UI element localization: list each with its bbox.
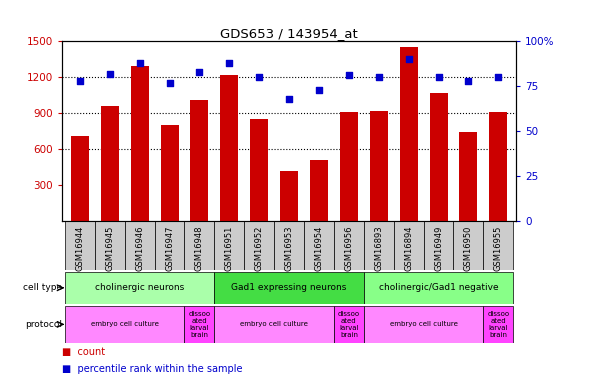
Bar: [280, 171, 298, 221]
Text: GSM16894: GSM16894: [404, 225, 413, 271]
Bar: [424, 221, 454, 270]
Text: GSM16949: GSM16949: [434, 225, 443, 270]
Text: embryo cell culture: embryo cell culture: [240, 321, 308, 327]
Point: [254, 74, 264, 80]
Bar: [191, 100, 208, 221]
Text: GSM16944: GSM16944: [76, 225, 84, 270]
Text: dissoo
ated
larval
brain: dissoo ated larval brain: [188, 311, 211, 338]
Text: GSM16946: GSM16946: [135, 225, 144, 271]
Text: ■  percentile rank within the sample: ■ percentile rank within the sample: [62, 364, 242, 374]
Text: dissoo
ated
larval
brain: dissoo ated larval brain: [338, 311, 360, 338]
Bar: [124, 221, 155, 270]
Text: GSM16945: GSM16945: [105, 225, 114, 270]
Point: [135, 60, 145, 66]
Bar: [71, 136, 89, 221]
Bar: [65, 221, 95, 270]
Text: embryo cell culture: embryo cell culture: [389, 321, 457, 327]
Bar: [155, 221, 185, 270]
Bar: [483, 221, 513, 270]
Bar: [220, 75, 238, 221]
Bar: [304, 221, 334, 270]
Point: [404, 56, 414, 62]
Point: [374, 74, 384, 80]
Bar: [364, 272, 513, 304]
Bar: [364, 306, 483, 343]
Point: [314, 87, 324, 93]
Title: GDS653 / 143954_at: GDS653 / 143954_at: [220, 27, 358, 40]
Bar: [101, 106, 119, 221]
Text: GSM16951: GSM16951: [225, 225, 234, 270]
Point: [434, 74, 443, 80]
Text: protocol: protocol: [25, 320, 63, 329]
Text: Gad1 expressing neurons: Gad1 expressing neurons: [231, 284, 347, 292]
Point: [344, 72, 353, 78]
Bar: [430, 93, 447, 221]
Bar: [489, 112, 507, 221]
Bar: [95, 221, 124, 270]
Bar: [399, 47, 418, 221]
Text: GSM16953: GSM16953: [284, 225, 294, 271]
Text: embryo cell culture: embryo cell culture: [91, 321, 159, 327]
Point: [105, 70, 114, 76]
Bar: [394, 221, 424, 270]
Text: GSM16950: GSM16950: [464, 225, 473, 270]
Bar: [65, 272, 214, 304]
Point: [225, 60, 234, 66]
Text: GSM16955: GSM16955: [494, 225, 503, 270]
Bar: [334, 306, 364, 343]
Bar: [131, 66, 149, 221]
Text: GSM16956: GSM16956: [345, 225, 353, 271]
Bar: [310, 160, 328, 221]
Bar: [214, 221, 244, 270]
Text: GSM16947: GSM16947: [165, 225, 174, 271]
Bar: [214, 272, 364, 304]
Text: cholinergic neurons: cholinergic neurons: [95, 284, 184, 292]
Bar: [340, 112, 358, 221]
Bar: [370, 111, 388, 221]
Bar: [250, 119, 268, 221]
Bar: [214, 306, 334, 343]
Bar: [185, 221, 214, 270]
Bar: [185, 306, 214, 343]
Bar: [65, 306, 185, 343]
Text: ■  count: ■ count: [62, 347, 105, 357]
Text: GSM16948: GSM16948: [195, 225, 204, 271]
Bar: [454, 221, 483, 270]
Bar: [483, 306, 513, 343]
Point: [464, 78, 473, 84]
Point: [165, 80, 174, 86]
Bar: [364, 221, 394, 270]
Text: GSM16954: GSM16954: [314, 225, 323, 270]
Point: [284, 96, 294, 102]
Text: GSM16893: GSM16893: [374, 225, 384, 271]
Bar: [460, 132, 477, 221]
Bar: [160, 125, 179, 221]
Text: dissoo
ated
larval
brain: dissoo ated larval brain: [487, 311, 509, 338]
Point: [494, 74, 503, 80]
Bar: [274, 221, 304, 270]
Text: GSM16952: GSM16952: [255, 225, 264, 270]
Bar: [244, 221, 274, 270]
Point: [195, 69, 204, 75]
Point: [75, 78, 84, 84]
Bar: [334, 221, 364, 270]
Text: cholinergic/Gad1 negative: cholinergic/Gad1 negative: [379, 284, 499, 292]
Text: cell type: cell type: [23, 284, 63, 292]
